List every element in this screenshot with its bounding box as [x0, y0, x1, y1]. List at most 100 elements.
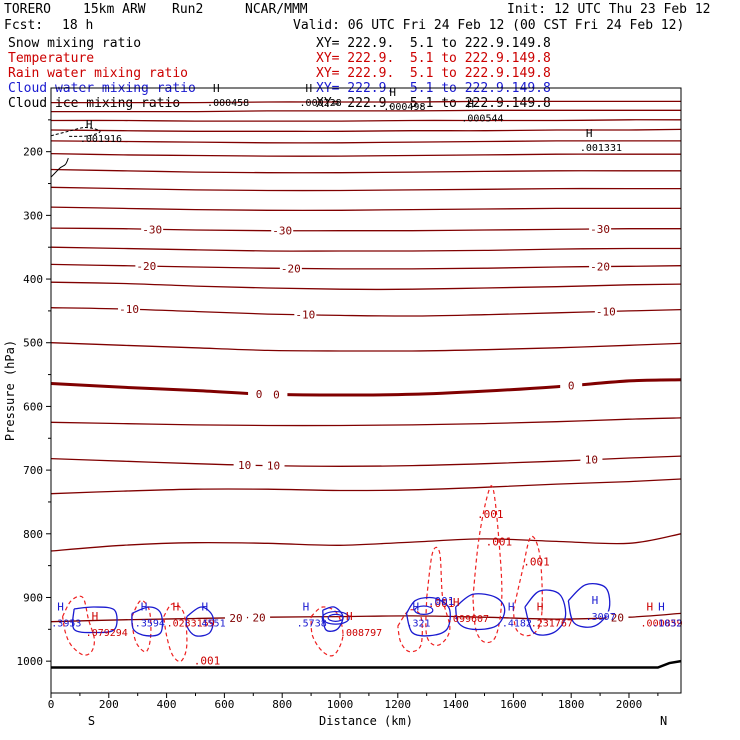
high-marker-h-3: H [173, 601, 180, 614]
high-marker-value-0: .3953 [51, 619, 81, 630]
cloud-water-contours [71, 583, 611, 637]
rain-contour-6 [472, 485, 503, 644]
high-marker-value-10: .231767 [531, 619, 573, 630]
rain-contour-4 [397, 609, 423, 653]
high-marker-h-1: H [92, 610, 99, 623]
isotherm-label-bg [141, 223, 164, 236]
isotherm-label-bg [118, 303, 141, 316]
plot-frame [50, 87, 682, 694]
isotherm-label-bg [262, 459, 285, 472]
rain-contour-label-2: .001 [523, 556, 550, 569]
top-high-h-1: H [213, 82, 220, 95]
y-tick-label-400: 400 [23, 273, 43, 286]
isotherm-label-20-0: 20 [229, 612, 242, 625]
isotherm-label-10-1: 10 [267, 460, 280, 473]
isotherm-label-bg [580, 453, 603, 466]
isotherm-line-0 [51, 100, 681, 104]
isotherm-label-bg [271, 224, 294, 237]
isotherm-line-13 [50, 307, 682, 317]
isotherm-line-6 [50, 168, 681, 174]
y-axis-label: Pressure (hPa) [3, 340, 17, 441]
isotherm-label--10-0: -10 [119, 303, 139, 316]
rain-contour-2 [163, 603, 188, 663]
rain-contour-1 [131, 599, 152, 653]
high-marker-value-4: .4551 [195, 619, 225, 630]
isotherm-label-bg [594, 305, 617, 318]
rain-water-contours [62, 485, 543, 663]
y-tick-label-800: 800 [23, 528, 43, 541]
isotherm-label-20-1: 20 [252, 611, 265, 624]
legend-cloud-ice-xy: XY= 222.9. 5.1 to 222.9.149.8 [316, 96, 551, 111]
rain-contour-0 [62, 595, 96, 656]
isotherm-line-1 [51, 109, 681, 113]
isotherm-label--30-2: -30 [590, 223, 610, 236]
top-high-h-4: H [467, 97, 474, 110]
isotherm-line-10 [50, 246, 682, 252]
isotherm-label-bg [606, 611, 629, 624]
high-marker-value-5: .5738 [297, 619, 327, 630]
cloud-water-core-2 [414, 605, 434, 616]
isotherm-line-8 [50, 206, 681, 212]
high-marker-h-7: H [412, 601, 419, 614]
high-marker-h-10: H [537, 601, 544, 614]
isotherm-label-bg [248, 611, 271, 624]
top-high-value-5: .001331 [580, 143, 622, 154]
y-tick-label-1000: 1000 [17, 655, 44, 668]
isotherm-line-5 [50, 152, 681, 157]
y-tick-label-500: 500 [23, 337, 43, 350]
x-tick-label-1400: 1400 [442, 698, 469, 711]
isotherm-label-bg [233, 459, 256, 472]
isotherm-label--20-0: -20 [136, 260, 156, 273]
y-tick-label-600: 600 [23, 400, 43, 413]
high-marker-value-13: .1032 [652, 619, 682, 630]
cloud-water-contour-0 [71, 606, 118, 634]
isotherm-line-2 [50, 119, 682, 122]
high-marker-h-13: H [658, 601, 665, 614]
temperature-isotherms [50, 100, 682, 623]
x-tick-label-200: 200 [99, 698, 119, 711]
isotherm-line-15 [50, 378, 682, 397]
isotherm-label-bg [224, 611, 247, 624]
x-tick-label-1800: 1800 [558, 698, 585, 711]
high-marker-h-9: H [508, 601, 515, 614]
top-high-value-1: .000458 [207, 98, 249, 109]
high-marker-h-8: H [453, 596, 460, 609]
top-high-h-0: H [86, 118, 93, 131]
isotherm-label-0-2: 0 [568, 380, 575, 393]
isotherm-label-0-1: 0 [273, 388, 280, 401]
high-marker-value-7: .321 [406, 619, 430, 630]
isotherm-line-14 [50, 342, 682, 352]
resolution-label: 15km ARW [83, 2, 146, 17]
x-end-label-south: S [88, 714, 95, 728]
top-high-h-2: H [306, 82, 313, 95]
init-time: Init: 12 UTC Thu 23 Feb 12 [507, 2, 711, 17]
legend-cloud-ice-name: Cloud ice mixing ratio [8, 96, 181, 111]
isotherm-label-10-2: 10 [585, 454, 598, 467]
x-tick-label-1000: 1000 [327, 698, 354, 711]
top-high-value-2: .000228 [300, 98, 342, 109]
high-marker-value-2: .3594 [135, 619, 165, 630]
rain-contour-label-3: .001 [428, 597, 455, 610]
x-tick-label-800: 800 [272, 698, 292, 711]
isotherm-line-19 [50, 533, 682, 552]
high-marker-h-0: H [57, 601, 64, 614]
y-tick-label-200: 200 [23, 146, 43, 159]
top-high-value-0: .001916 [80, 134, 122, 145]
high-marker-value-8: .099607 [447, 614, 489, 625]
rain-contour-label-1: .001 [486, 535, 513, 548]
cloud-water-contour-5 [454, 593, 506, 631]
forecast-hour: 18 h [62, 18, 94, 33]
high-marker-h-12: H [647, 601, 654, 614]
high-marker-h-11: H [592, 594, 599, 607]
isotherm-label-bg [265, 388, 288, 401]
x-axis-label: Distance (km) [319, 714, 413, 728]
isotherm-line-12 [50, 281, 682, 291]
cloud-water-contour-4 [405, 596, 451, 637]
isotherm-line-18 [50, 478, 682, 495]
y-tick-label-900: 900 [23, 591, 43, 604]
run-label: Run2 [172, 2, 204, 17]
center-label: NCAR/MMM [245, 2, 308, 17]
rain-contour-5 [425, 546, 451, 647]
top-high-h-3: H [389, 86, 396, 99]
